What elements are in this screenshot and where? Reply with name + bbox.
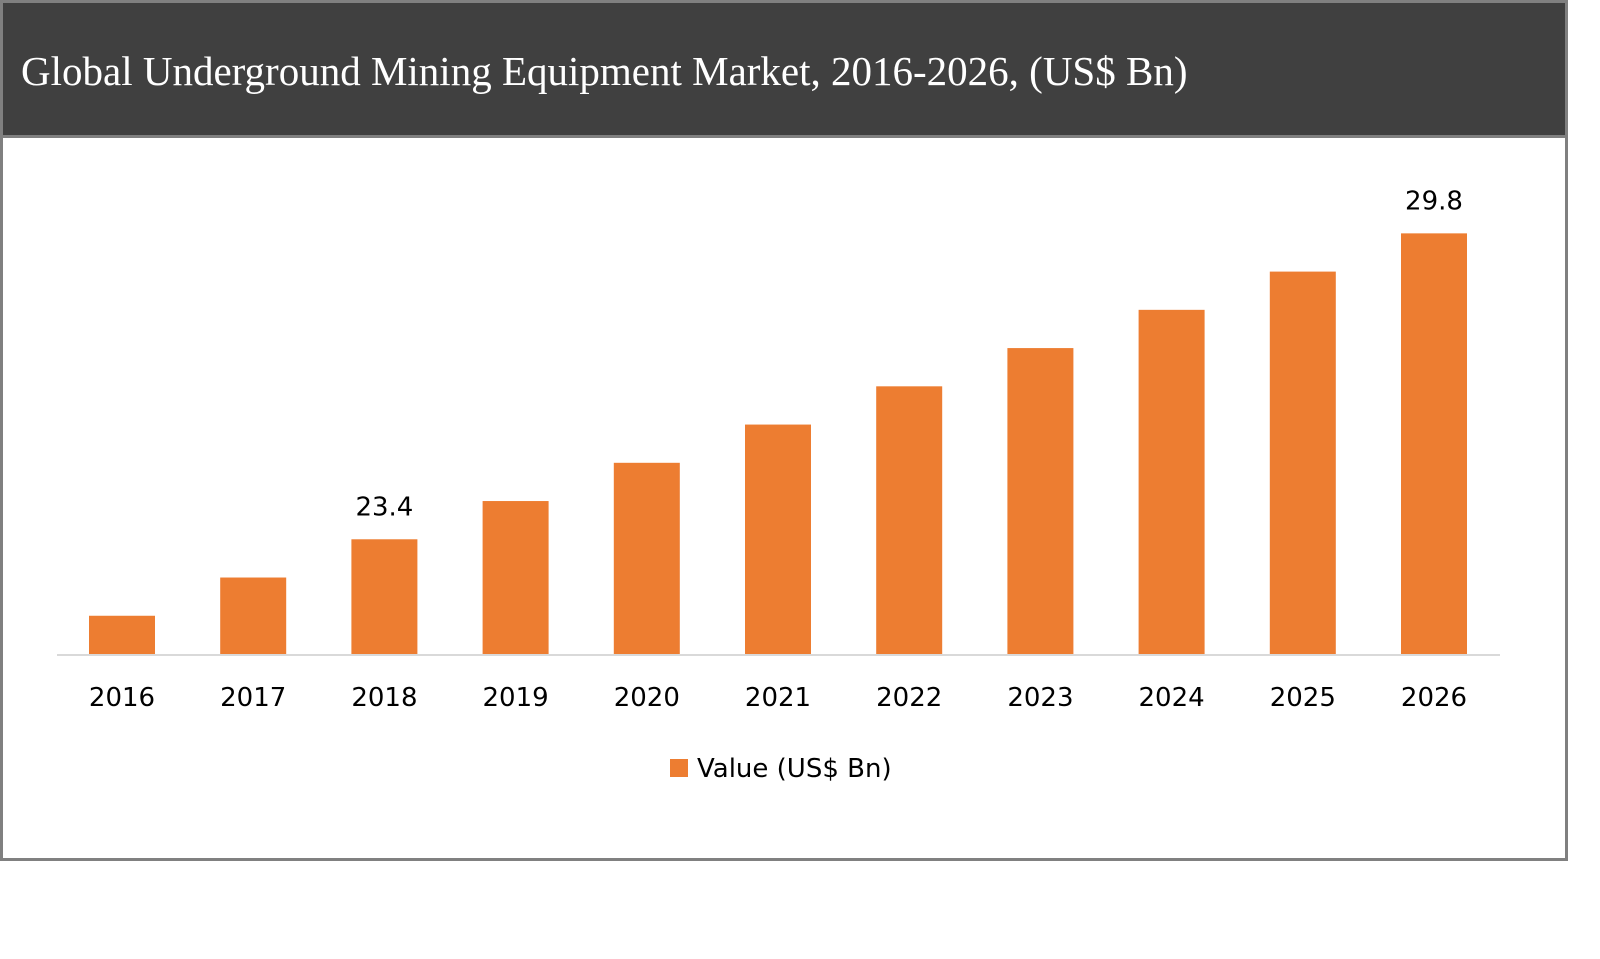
legend-swatch: [670, 759, 688, 777]
x-tick-label: 2021: [745, 683, 811, 713]
x-tick-label: 2017: [220, 683, 286, 713]
x-tick-label: 2022: [876, 683, 942, 713]
x-tick-label: 2016: [89, 683, 155, 713]
title-bar: Global Underground Mining Equipment Mark…: [3, 3, 1565, 138]
bar-2026: [1401, 233, 1467, 655]
bar-2025: [1269, 271, 1336, 654]
bar-2016: [89, 615, 155, 654]
chart-title: Global Underground Mining Equipment Mark…: [21, 48, 1188, 94]
x-tick-label: 2023: [1007, 683, 1073, 713]
x-tick-label: 2025: [1270, 683, 1336, 713]
x-tick-label: 2018: [351, 683, 417, 713]
bar-2018: [351, 539, 418, 654]
bar-2022: [876, 386, 943, 654]
legend-label: Value (US$ Bn): [697, 754, 892, 784]
data-label-2018: 23.4: [355, 492, 413, 522]
bar-2023: [1007, 348, 1074, 654]
x-tick-label: 2019: [483, 683, 549, 713]
bar-2019: [482, 501, 549, 654]
bar-2024: [1138, 309, 1205, 654]
data-label-2026: 29.8: [1405, 186, 1463, 216]
x-tick-label: 2026: [1401, 683, 1467, 713]
bar-2017: [220, 577, 287, 654]
bar-2021: [745, 424, 811, 654]
bar-2020: [613, 462, 680, 654]
x-tick-label: 2024: [1139, 683, 1205, 713]
x-tick-label: 2020: [614, 683, 680, 713]
